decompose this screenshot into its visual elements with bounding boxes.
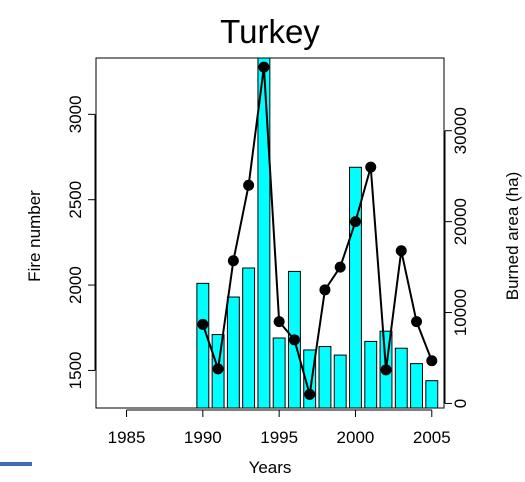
- x-axis-title: Years: [249, 458, 292, 477]
- y-axis-left: 1500 2000 2500 3000: [66, 95, 96, 390]
- plot-box: [95, 57, 445, 409]
- data-point: [258, 61, 270, 73]
- bar: [410, 363, 423, 409]
- data-point: [319, 284, 331, 296]
- y-tick-label-right: 20000: [451, 198, 470, 245]
- y-tick-label-right: 30000: [451, 107, 470, 154]
- data-point: [395, 245, 407, 257]
- data-point: [197, 318, 209, 330]
- data-point: [426, 355, 438, 367]
- x-axis: 1985 1990 1995 2000 2005: [108, 409, 451, 447]
- y-tick-label-left: 2000: [66, 266, 85, 304]
- data-point: [227, 255, 239, 267]
- series-line: [201, 66, 433, 395]
- y-tick-label-left: 1500: [66, 352, 85, 390]
- y-axis-right: 0 10000 20000 30000: [444, 107, 470, 408]
- x-tick-label: 2005: [413, 428, 451, 447]
- decorative-blue-strip: [0, 462, 32, 466]
- bar: [226, 296, 240, 409]
- x-tick-label: 1985: [108, 428, 146, 447]
- bar: [425, 380, 439, 409]
- bar: [257, 57, 271, 409]
- bar: [272, 337, 286, 409]
- bar: [196, 282, 210, 409]
- y-tick-label-left: 3000: [66, 95, 85, 133]
- bar: [242, 267, 256, 409]
- bar: [318, 346, 332, 409]
- x-tick-label: 2000: [337, 428, 375, 447]
- y-tick-label-left: 2500: [66, 181, 85, 219]
- chart-title: Turkey: [220, 13, 320, 50]
- data-point: [411, 316, 423, 328]
- bar: [394, 347, 408, 409]
- y-axis-title-right: Burned area (ha): [503, 172, 522, 301]
- data-point: [365, 161, 377, 173]
- bar: [333, 354, 347, 409]
- bar-series: [196, 57, 439, 409]
- data-point: [304, 388, 316, 400]
- data-point: [288, 334, 300, 346]
- data-point: [334, 261, 346, 273]
- line-series: [197, 61, 438, 400]
- data-point: [212, 363, 224, 375]
- data-point: [349, 216, 361, 228]
- y-tick-label-right: 10000: [451, 289, 470, 336]
- data-point: [380, 364, 392, 376]
- bar: [364, 340, 378, 409]
- y-axis-title-left: Fire number: [25, 190, 44, 282]
- x-tick-label: 1995: [260, 428, 298, 447]
- data-point: [273, 316, 285, 328]
- data-point: [243, 179, 255, 191]
- y-tick-label-right: 0: [451, 399, 470, 408]
- x-tick-label: 1990: [184, 428, 222, 447]
